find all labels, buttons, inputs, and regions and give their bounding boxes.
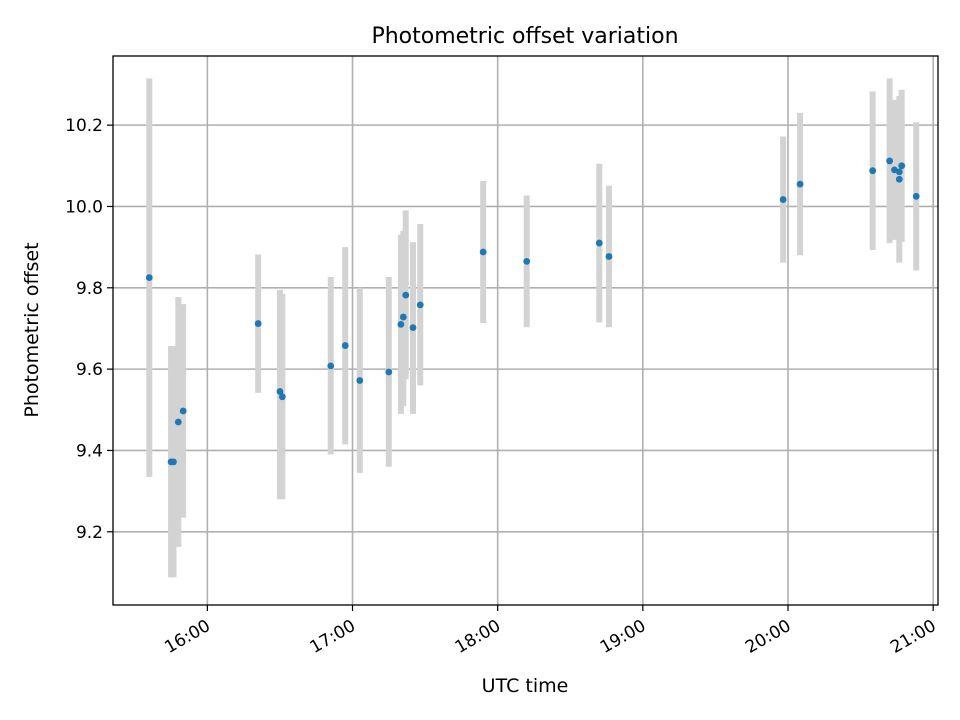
x-tick-label: 21:00 xyxy=(887,616,939,658)
data-point xyxy=(895,168,903,176)
data-point xyxy=(409,324,417,332)
data-point xyxy=(341,342,349,349)
x-tick-label: 16:00 xyxy=(161,616,213,658)
y-tick-label: 10.2 xyxy=(65,116,103,136)
x-tick-label: 17:00 xyxy=(307,616,359,658)
data-point xyxy=(170,458,177,466)
data-point xyxy=(523,257,531,265)
x-tick-label: 18:00 xyxy=(452,616,504,658)
y-tick-label: 9.8 xyxy=(76,279,103,299)
y-axis-label: Photometric offset xyxy=(21,242,43,417)
data-point xyxy=(912,192,920,200)
axis-ticks: 16:00 17:00 18:00 19:00 20:00 21:00 9.2 9.4 9.6 9… xyxy=(65,116,940,658)
y-tick-label: 9.6 xyxy=(76,360,103,380)
x-tick-label: 20:00 xyxy=(742,616,794,658)
data-point xyxy=(779,196,787,203)
data-point xyxy=(278,393,286,401)
data-point xyxy=(869,167,877,175)
data-point xyxy=(276,388,284,395)
data-point xyxy=(399,313,407,321)
data-point xyxy=(479,248,487,256)
data-point xyxy=(145,274,153,282)
data-point xyxy=(254,320,262,327)
y-tick-label: 10.0 xyxy=(65,197,103,217)
data-point xyxy=(327,362,335,370)
data-point xyxy=(179,407,187,415)
data-point xyxy=(898,162,906,170)
data-point xyxy=(796,180,804,188)
data-point xyxy=(605,253,613,260)
grid xyxy=(113,56,938,605)
data-point xyxy=(397,321,405,328)
y-tick-label: 9.4 xyxy=(76,441,103,461)
data-point xyxy=(886,157,894,165)
data-point xyxy=(385,368,393,376)
error-bars xyxy=(146,78,920,578)
data-point xyxy=(416,301,424,309)
data-point xyxy=(595,239,603,247)
chart-title: Photometric offset variation xyxy=(371,24,678,49)
data-point xyxy=(402,291,410,299)
plot-frame xyxy=(112,55,939,606)
data-point xyxy=(356,377,364,384)
data-point xyxy=(174,418,182,426)
y-tick-label: 9.2 xyxy=(76,523,103,543)
data-point xyxy=(895,175,903,183)
x-axis-label: UTC time xyxy=(482,675,569,697)
x-tick-label: 19:00 xyxy=(597,616,649,658)
data-points xyxy=(145,157,920,466)
